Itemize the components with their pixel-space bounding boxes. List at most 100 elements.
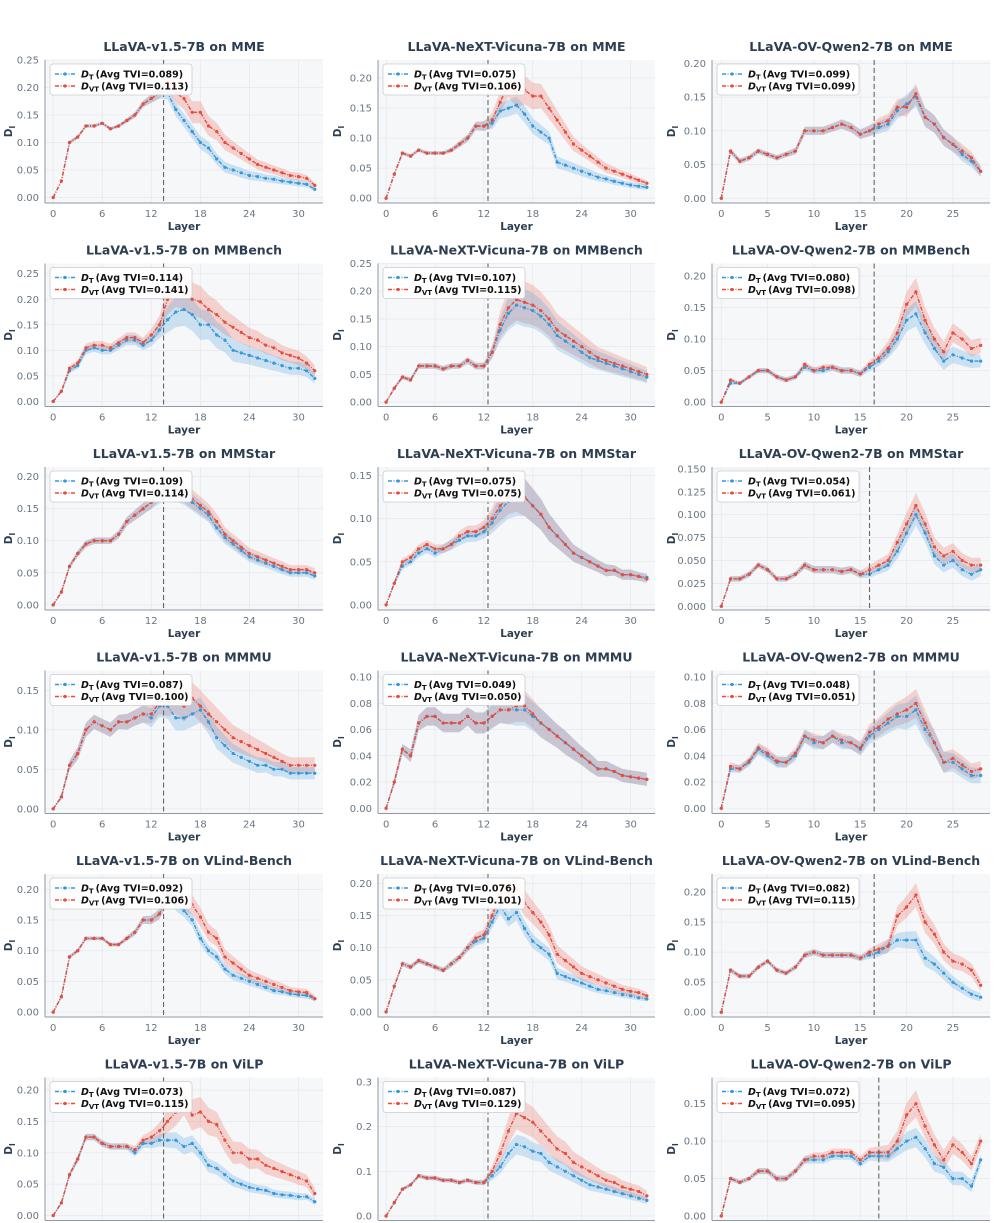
chart-8-point-T-27 (969, 572, 974, 576)
chart-4-line-VT (385, 298, 648, 403)
chart-10-ylabel-sub: l (337, 736, 346, 739)
chart-16-point-T-14 (498, 1165, 502, 1169)
chart-10-point-VT-27 (604, 767, 608, 771)
chart-4-point-VT-27 (604, 358, 608, 363)
chart-2-xtick-3: 15 (854, 209, 867, 220)
chart-9-legend-sym-0: D (81, 680, 89, 691)
chart-3-xtick-1: 6 (99, 413, 105, 424)
chart-3-title: LLaVA-v1.5-7B on MMBench (86, 243, 282, 258)
chart-5-point-T-20 (905, 318, 909, 322)
chart-3-point-VT-8 (117, 341, 121, 345)
chart-2-point-VT-0 (719, 196, 723, 200)
chart-5-legend-sym-0: D (748, 273, 756, 284)
chart-0-point-T-23 (239, 171, 243, 175)
chart-6-legend-sub-1: VT (89, 493, 99, 501)
chart-3-point-T-24 (247, 353, 251, 357)
chart-10-point-VT-19 (539, 721, 543, 725)
chart-2-point-T-18 (886, 122, 890, 126)
chart-15-point-VT-5 (92, 1135, 96, 1139)
chart-9-point-VT-8 (117, 720, 121, 724)
chart-6-point-VT-11 (141, 507, 145, 511)
chart-3-legend-sym-0: D (81, 273, 89, 284)
chart-0-xtick-0: 0 (50, 209, 56, 220)
chart-8-ytick-0: 0.000 (677, 602, 706, 613)
chart-1-point-T-18 (531, 124, 535, 128)
chart-16-line-VT (385, 1112, 648, 1217)
chart-0-xtick-2: 12 (145, 209, 158, 220)
chart-9-legend (49, 674, 193, 706)
chart-4-point-VT-24 (580, 345, 584, 349)
chart-1-legend-marker-1 (396, 84, 400, 88)
chart-13-point-VT-27 (604, 981, 608, 985)
chart-17-point-VT-27 (969, 1162, 974, 1166)
chart-15-point-T-25 (256, 1187, 260, 1191)
chart-14-point-T-28 (979, 995, 983, 999)
chart-16-point-T-23 (571, 1174, 576, 1178)
chart-13-xtick-4: 24 (575, 1023, 588, 1034)
chart-15-legend-text-1: (Avg TVI=0.115) (101, 1099, 188, 1110)
chart-4-point-T-17 (523, 306, 527, 310)
chart-8-point-T-24 (942, 563, 946, 567)
chart-6-point-VT-1 (59, 590, 64, 594)
chart-2-xtick-2: 10 (808, 209, 821, 220)
chart-1-ylabel-sub: l (337, 126, 346, 129)
chart-8-point-VT-7 (784, 577, 788, 581)
chart-3-legend-label-1: DVT (Avg TVI=0.141) (81, 285, 188, 297)
chart-11-point-T-16 (867, 734, 872, 738)
chart-16-point-VT-12 (482, 1180, 486, 1185)
chart-0-point-VT-18 (198, 110, 202, 114)
chart-13-xtick-2: 12 (478, 1023, 491, 1034)
chart-10-xtick-5: 30 (624, 820, 637, 831)
chart-0-point-T-26 (264, 176, 268, 180)
chart-3-point-T-29 (288, 366, 292, 370)
chart-10-ytick-0: 0.00 (350, 804, 372, 815)
chart-0-legend-sym-0: D (81, 70, 89, 81)
chart-16-ytick-0: 0.0 (356, 1212, 372, 1223)
chart-17-point-T-16 (867, 1154, 872, 1158)
chart-9-point-VT-3 (76, 751, 80, 756)
chart-3-point-T-5 (92, 346, 96, 350)
chart-6-point-VT-5 (92, 539, 96, 543)
chart-7-point-VT-0 (384, 603, 388, 607)
chart-10-point-T-16 (514, 708, 519, 712)
chart-2-point-VT-26 (960, 149, 964, 153)
chart-8-point-T-23 (932, 554, 937, 558)
chart-2-title: LLaVA-OV-Qwen2-7B on MME (749, 39, 953, 54)
chart-8-point-T-28 (979, 568, 983, 572)
chart-10-ytick-4: 0.08 (350, 699, 372, 710)
chart-11-xtick-3: 15 (854, 820, 867, 831)
chart-6-xtick-1: 6 (99, 616, 105, 627)
chart-16-point-VT-23 (571, 1160, 576, 1164)
chart-8-title: LLaVA-OV-Qwen2-7B on MMStar (739, 446, 964, 461)
chart-16-legend-text-1: (Avg TVI=0.129) (434, 1099, 521, 1110)
chart-10-legend-marker-0 (396, 682, 400, 687)
chart-6-point-VT-2 (67, 564, 72, 569)
chart-14-point-VT-0 (719, 1010, 723, 1014)
chart-14-xtick-5: 25 (947, 1023, 960, 1034)
chart-11-legend-marker-0 (730, 682, 734, 687)
chart-10: 0.00 0.02 0.04 0.06 0.08 0.10 0 6 12 18 24 30 Layer D… (332, 650, 655, 844)
chart-5-ytick-3: 0.15 (684, 303, 706, 314)
chart-14-point-T-26 (960, 986, 964, 990)
chart-14-point-T-17 (877, 950, 881, 954)
chart-0-point-VT-2 (67, 140, 72, 145)
chart-14-point-T-23 (932, 962, 937, 966)
chart-11-point-T-20 (905, 714, 909, 719)
chart-5-ytick-4: 0.20 (684, 272, 706, 283)
chart-8-point-VT-23 (932, 545, 937, 549)
chart-8-legend-label-1: DVT (Avg TVI=0.061) (748, 489, 855, 501)
chart-5-point-VT-12 (830, 365, 835, 369)
chart-12-point-VT-13 (157, 912, 162, 916)
chart-17-point-T-15 (858, 1162, 862, 1166)
chart-0-ytick-2: 0.10 (17, 138, 39, 149)
chart-13-band-VT (386, 877, 647, 1012)
chart-5-ytick-2: 0.10 (684, 335, 706, 346)
chart-15-point-VT-6 (100, 1141, 104, 1145)
chart-0-point-T-19 (206, 146, 211, 150)
chart-14-legend-sub-1: VT (756, 900, 766, 908)
chart-3-xtick-5: 30 (292, 413, 305, 424)
chart-6-legend-label-0: DT (Avg TVI=0.109) (81, 477, 183, 489)
chart-10-legend-text-1: (Avg TVI=0.050) (434, 692, 521, 703)
chart-4-point-T-20 (547, 322, 551, 327)
chart-8: 0.000 0.025 0.050 0.075 0.100 0.125 0.150 0 5 10 1… (666, 446, 990, 640)
